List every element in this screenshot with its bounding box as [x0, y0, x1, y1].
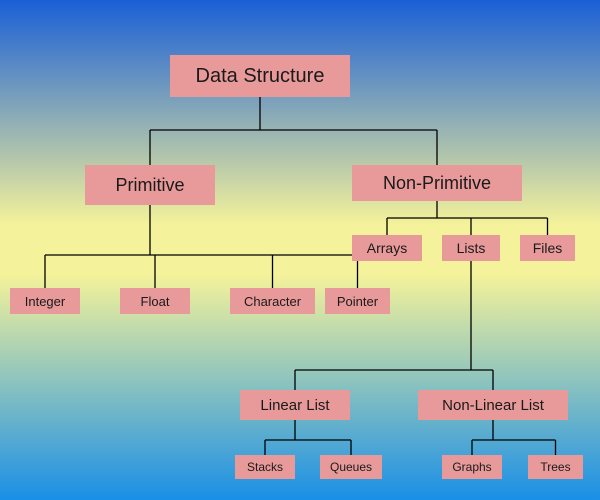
node-nonlinear: Non-Linear List — [418, 390, 568, 420]
node-label: Arrays — [367, 240, 407, 256]
diagram-canvas: Data Structure Primitive Non-Primitive Inte… — [0, 0, 600, 500]
node-label: Data Structure — [196, 65, 325, 88]
node-label: Non-Primitive — [383, 173, 491, 194]
node-label: Integer — [25, 294, 65, 309]
node-pointer: Pointer — [325, 288, 390, 314]
node-label: Linear List — [260, 397, 329, 414]
node-label: Float — [141, 294, 170, 309]
node-label: Trees — [540, 460, 570, 474]
node-graphs: Graphs — [442, 455, 502, 479]
node-label: Character — [244, 294, 301, 309]
node-label: Pointer — [337, 294, 378, 309]
node-arrays: Arrays — [352, 235, 422, 261]
node-float: Float — [120, 288, 190, 314]
node-prim: Primitive — [85, 165, 215, 205]
node-label: Graphs — [452, 460, 491, 474]
node-label: Non-Linear List — [442, 397, 544, 414]
node-label: Files — [533, 240, 563, 256]
node-nonprim: Non-Primitive — [352, 165, 522, 201]
node-lists: Lists — [442, 235, 500, 261]
node-label: Lists — [457, 240, 486, 256]
node-root: Data Structure — [170, 55, 350, 97]
node-linear: Linear List — [240, 390, 350, 420]
node-trees: Trees — [528, 455, 583, 479]
node-queues: Queues — [320, 455, 382, 479]
node-files: Files — [520, 235, 575, 261]
node-character: Character — [230, 288, 315, 314]
node-stacks: Stacks — [235, 455, 295, 479]
node-label: Queues — [330, 460, 372, 474]
node-label: Primitive — [115, 175, 184, 196]
node-integer: Integer — [10, 288, 80, 314]
node-label: Stacks — [247, 460, 283, 474]
